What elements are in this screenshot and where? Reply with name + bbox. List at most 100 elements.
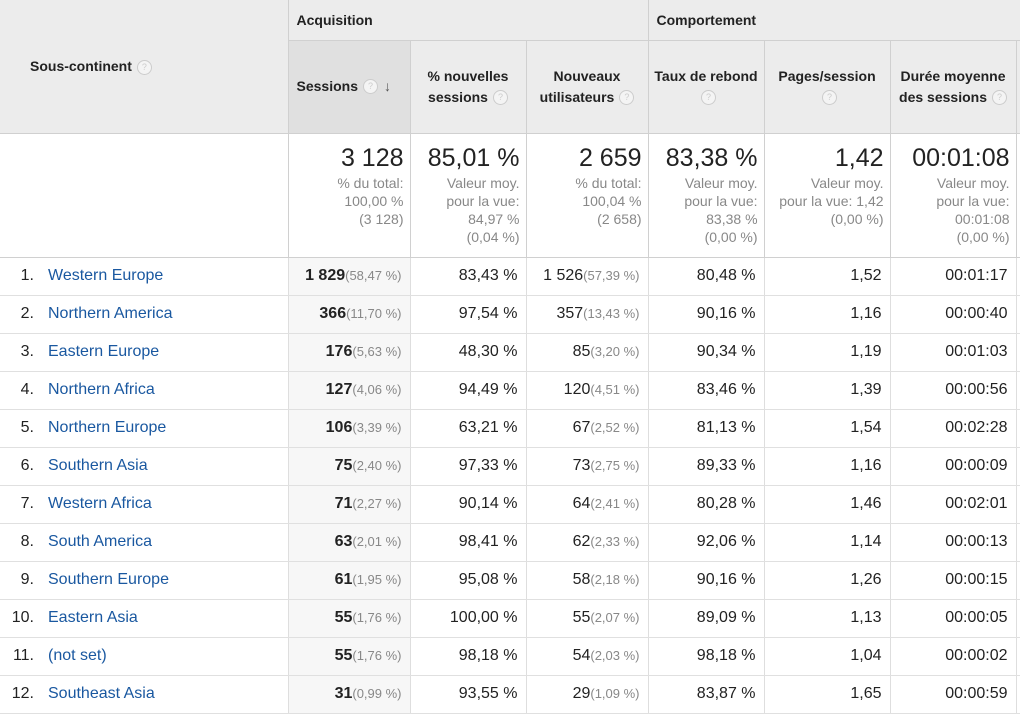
new-users-percent: (2,03 %) <box>590 648 640 663</box>
sessions-value: 31 <box>334 685 353 702</box>
new-users-value: 64 <box>572 495 591 512</box>
new-users-cell: 85(3,20 %) <box>526 333 649 372</box>
avg-duration-cell: 00:00:56 <box>890 371 1017 410</box>
avg-duration-cell: 00:01:03 <box>890 333 1017 372</box>
subcontinent-link[interactable]: Northern Europe <box>48 419 167 436</box>
bounce-rate-cell: 83,87 % <box>648 675 765 714</box>
bounce-rate-cell: 90,34 % <box>648 333 765 372</box>
sessions-cell: 176(5,63 %) <box>288 333 411 372</box>
new-users-value: 73 <box>572 457 591 474</box>
column-header-new-users[interactable]: Nouveaux utilisateurs? <box>526 40 649 134</box>
subcontinent-link[interactable]: South America <box>48 533 153 550</box>
total-cell: 83,38 % Valeur moy. pour la vue: 83,38 % … <box>648 133 765 258</box>
row-index: 11. <box>12 647 34 664</box>
sessions-percent: (58,47 %) <box>345 268 402 283</box>
sessions-value: 55 <box>334 609 353 626</box>
subcontinent-link[interactable]: Southern Asia <box>48 457 148 474</box>
pages-session-cell: 1,46 <box>764 485 891 524</box>
new-users-cell: 120(4,51 %) <box>526 371 649 410</box>
bounce-rate-cell: 89,33 % <box>648 447 765 486</box>
help-icon[interactable]: ? <box>619 90 635 106</box>
subcontinent-link[interactable]: Western Europe <box>48 267 164 284</box>
subcontinent-link[interactable]: (not set) <box>48 647 107 664</box>
help-icon[interactable]: ? <box>991 90 1007 106</box>
avg-duration-cell: 00:00:15 <box>890 561 1017 600</box>
sessions-percent: (5,63 %) <box>352 344 402 359</box>
row-dimension-cell: 3. Eastern Europe <box>0 333 289 372</box>
total-subtext: Valeur moy. pour la vue: 00:01:08 (0,00 … <box>936 174 1010 245</box>
column-header-sessions[interactable]: Sessions? ↓ <box>288 40 411 134</box>
subcontinent-link[interactable]: Southern Europe <box>48 571 169 588</box>
sessions-cell: 75(2,40 %) <box>288 447 411 486</box>
subcontinent-link[interactable]: Eastern Europe <box>48 343 160 360</box>
sessions-cell: 366(11,70 %) <box>288 295 411 334</box>
row-dimension-cell: 8. South America <box>0 523 289 562</box>
new-users-percent: (2,52 %) <box>590 420 640 435</box>
subcontinent-link[interactable]: Northern Africa <box>48 381 155 398</box>
row-dimension-cell: 7. Western Africa <box>0 485 289 524</box>
sessions-value: 127 <box>325 381 353 398</box>
column-header-new-sessions-pct[interactable]: % nouvelles sessions? <box>410 40 527 134</box>
data-rows: 1. Western Europe 1 829(58,47 %) 83,43 % 1 5… <box>0 257 1020 714</box>
sessions-value: 106 <box>325 419 353 436</box>
total-subtext: Valeur moy. pour la vue: 84,97 % (0,04 %… <box>446 174 520 245</box>
new-users-cell: 58(2,18 %) <box>526 561 649 600</box>
table-row: 10. Eastern Asia 55(1,76 %) 100,00 % 55(2,07… <box>0 599 1020 638</box>
new-users-percent: (2,33 %) <box>590 534 640 549</box>
new-users-value: 62 <box>572 533 591 550</box>
pages-session-cell: 1,39 <box>764 371 891 410</box>
table-row: 5. Northern Europe 106(3,39 %) 63,21 % 67(2,… <box>0 409 1020 448</box>
pages-session-cell: 1,19 <box>764 333 891 372</box>
pages-session-cell: 1,16 <box>764 447 891 486</box>
new-users-value: 29 <box>572 685 591 702</box>
total-overflow-cell <box>1016 133 1020 258</box>
subcontinent-link[interactable]: Northern America <box>48 305 173 322</box>
column-header-avg-duration[interactable]: Durée moyenne des sessions? <box>890 40 1017 134</box>
sessions-percent: (1,76 %) <box>352 648 402 663</box>
sessions-value: 75 <box>334 457 353 474</box>
new-users-value: 55 <box>572 609 591 626</box>
bounce-rate-cell: 89,09 % <box>648 599 765 638</box>
row-overflow-cell <box>1016 523 1020 562</box>
totals-row: 3 128% du total: 100,00 % (3 128) 85,01 … <box>0 133 1020 258</box>
row-overflow-cell <box>1016 371 1020 410</box>
total-value: 3 128 <box>340 143 404 172</box>
group-header-acquisition: Acquisition <box>288 0 649 41</box>
sessions-cell: 55(1,76 %) <box>288 637 411 676</box>
sessions-value: 61 <box>334 571 353 588</box>
new-users-percent: (2,41 %) <box>590 496 640 511</box>
new-users-value: 54 <box>572 647 591 664</box>
total-subtext: Valeur moy. pour la vue: 1,42 (0,00 %) <box>779 174 884 227</box>
help-icon[interactable]: ? <box>136 59 152 75</box>
new-users-value: 120 <box>563 381 591 398</box>
total-subtext: % du total: 100,00 % (3 128) <box>337 174 404 227</box>
row-dimension-cell: 5. Northern Europe <box>0 409 289 448</box>
help-icon[interactable]: ? <box>492 90 508 106</box>
help-icon[interactable]: ? <box>362 79 378 95</box>
column-header-bounce-rate[interactable]: Taux de rebond? <box>648 40 765 134</box>
sessions-value: 1 829 <box>305 267 346 284</box>
new-users-cell: 73(2,75 %) <box>526 447 649 486</box>
column-header-overflow <box>1016 40 1020 134</box>
pages-session-cell: 1,65 <box>764 675 891 714</box>
subcontinent-link[interactable]: Southeast Asia <box>48 685 155 702</box>
sort-descending-icon[interactable]: ↓ <box>383 78 391 95</box>
total-value: 1,42 <box>834 143 884 172</box>
sessions-cell: 106(3,39 %) <box>288 409 411 448</box>
column-header-pages-session[interactable]: Pages/session? <box>764 40 891 134</box>
bounce-rate-cell: 90,16 % <box>648 561 765 600</box>
avg-duration-cell: 00:00:05 <box>890 599 1017 638</box>
help-icon[interactable]: ? <box>822 90 838 106</box>
help-icon[interactable]: ? <box>701 90 717 106</box>
new-users-cell: 64(2,41 %) <box>526 485 649 524</box>
dimension-header[interactable]: Sous-continent? <box>0 0 289 134</box>
new-sessions-pct-cell: 98,41 % <box>410 523 527 562</box>
total-value: 83,38 % <box>665 143 758 172</box>
subcontinent-link[interactable]: Western Africa <box>48 495 152 512</box>
table-row: 2. Northern America 366(11,70 %) 97,54 % 357… <box>0 295 1020 334</box>
pages-session-cell: 1,13 <box>764 599 891 638</box>
subcontinent-link[interactable]: Eastern Asia <box>48 609 138 626</box>
avg-duration-cell: 00:02:28 <box>890 409 1017 448</box>
sessions-percent: (2,40 %) <box>352 458 402 473</box>
